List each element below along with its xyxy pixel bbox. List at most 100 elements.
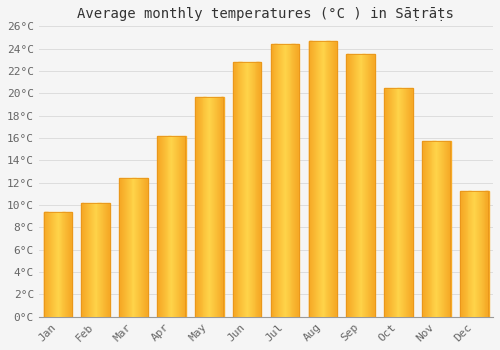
Bar (373, 54, 374, 317)
Bar (486, 190, 488, 317)
Bar (328, 41, 330, 317)
Bar (297, 44, 298, 317)
Bar (312, 41, 314, 317)
Bar (254, 62, 255, 317)
Bar (44, 212, 72, 317)
Bar (313, 41, 314, 317)
Bar (409, 88, 410, 317)
Bar (410, 88, 412, 317)
Bar (398, 88, 400, 317)
Bar (88, 203, 89, 317)
Bar (166, 136, 168, 317)
Bar (482, 190, 483, 317)
Bar (247, 62, 248, 317)
Bar (371, 54, 372, 317)
Bar (134, 178, 136, 317)
Bar (460, 190, 488, 317)
Bar (44, 212, 46, 317)
Bar (386, 88, 388, 317)
Bar (52, 212, 53, 317)
Bar (296, 44, 298, 317)
Bar (107, 203, 108, 317)
Bar (286, 44, 287, 317)
Bar (121, 178, 122, 317)
Bar (160, 136, 161, 317)
Bar (256, 62, 258, 317)
Bar (317, 41, 318, 317)
Bar (336, 41, 337, 317)
Bar (136, 178, 138, 317)
Bar (179, 136, 180, 317)
Bar (298, 44, 299, 317)
Bar (208, 97, 210, 317)
Bar (355, 54, 356, 317)
Bar (234, 62, 235, 317)
Bar (475, 190, 476, 317)
Bar (182, 136, 184, 317)
Bar (258, 62, 260, 317)
Bar (51, 212, 52, 317)
Bar (387, 88, 388, 317)
Bar (437, 141, 438, 317)
Bar (366, 54, 368, 317)
Bar (58, 212, 60, 317)
Bar (354, 54, 355, 317)
Bar (195, 97, 224, 317)
Bar (260, 62, 262, 317)
Bar (461, 190, 462, 317)
Bar (46, 212, 48, 317)
Bar (173, 136, 174, 317)
Bar (66, 212, 68, 317)
Bar (441, 141, 442, 317)
Bar (278, 44, 280, 317)
Bar (68, 212, 70, 317)
Bar (390, 88, 391, 317)
Bar (392, 88, 393, 317)
Bar (119, 178, 120, 317)
Bar (404, 88, 405, 317)
Bar (162, 136, 163, 317)
Bar (478, 190, 479, 317)
Bar (281, 44, 282, 317)
Bar (57, 212, 58, 317)
Bar (464, 190, 466, 317)
Bar (332, 41, 334, 317)
Bar (294, 44, 296, 317)
Bar (352, 54, 353, 317)
Bar (89, 203, 90, 317)
Bar (428, 141, 430, 317)
Bar (238, 62, 240, 317)
Bar (85, 203, 86, 317)
Bar (425, 141, 426, 317)
Bar (176, 136, 177, 317)
Bar (108, 203, 109, 317)
Bar (60, 212, 62, 317)
Bar (384, 88, 386, 317)
Bar (250, 62, 251, 317)
Bar (288, 44, 290, 317)
Bar (211, 97, 212, 317)
Bar (474, 190, 476, 317)
Bar (460, 190, 461, 317)
Bar (84, 203, 86, 317)
Bar (476, 190, 477, 317)
Bar (369, 54, 370, 317)
Bar (102, 203, 104, 317)
Bar (428, 141, 429, 317)
Bar (364, 54, 366, 317)
Bar (234, 62, 236, 317)
Bar (166, 136, 167, 317)
Bar (396, 88, 398, 317)
Bar (362, 54, 364, 317)
Bar (130, 178, 131, 317)
Bar (367, 54, 368, 317)
Bar (213, 97, 214, 317)
Bar (333, 41, 334, 317)
Bar (106, 203, 107, 317)
Bar (446, 141, 448, 317)
Bar (351, 54, 352, 317)
Bar (322, 41, 324, 317)
Bar (249, 62, 250, 317)
Bar (402, 88, 404, 317)
Bar (140, 178, 141, 317)
